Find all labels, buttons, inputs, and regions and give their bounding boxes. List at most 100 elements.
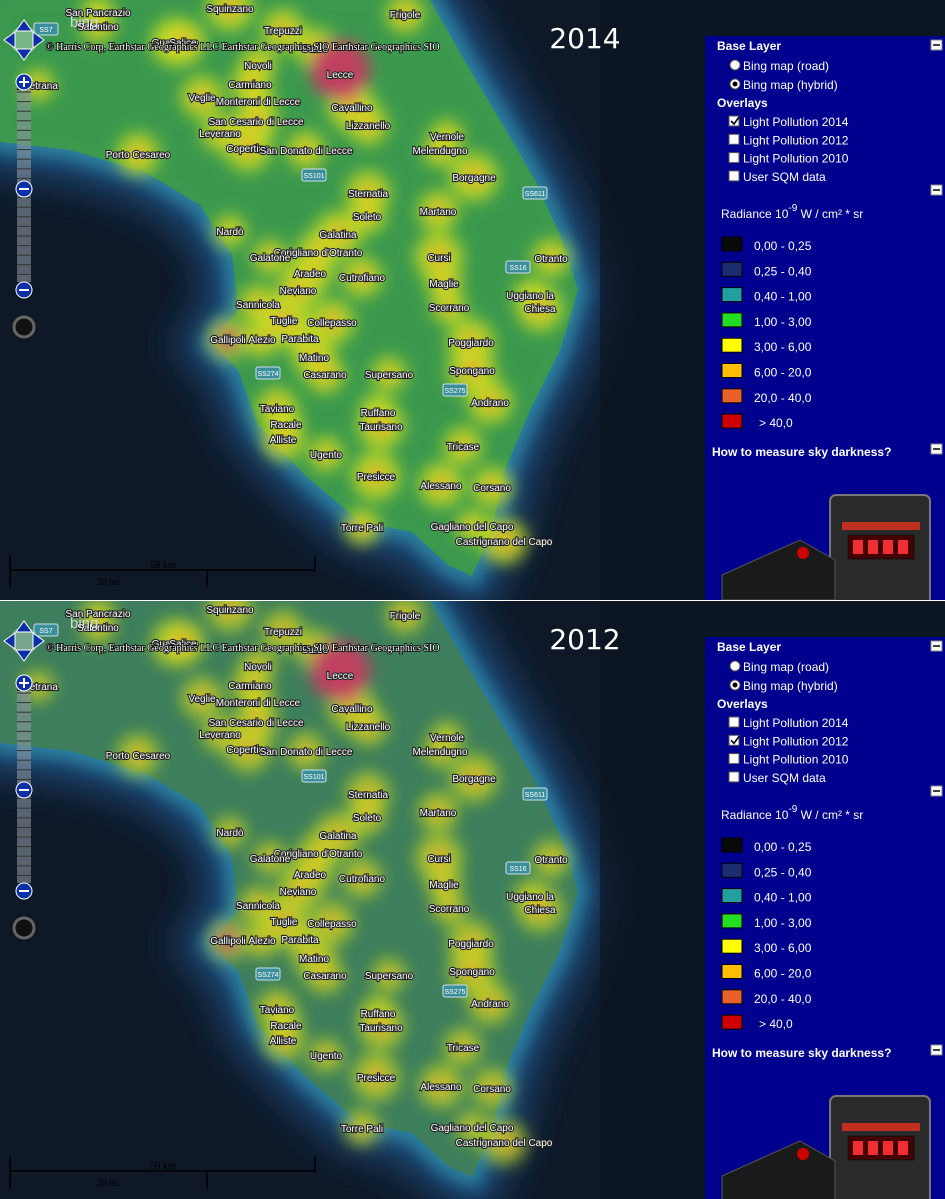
pan-arrow[interactable] (3, 632, 16, 650)
radio-dot[interactable] (732, 682, 738, 688)
bing-logo: bing (70, 14, 98, 31)
glow (274, 1031, 292, 1049)
town-label: Scorrano (429, 303, 470, 314)
legend-swatch (721, 261, 743, 277)
glow (455, 1039, 471, 1055)
town-label: Surbo (302, 44, 329, 55)
pan-arrow[interactable] (15, 19, 33, 32)
legend-label: 0,40 - 1,00 (754, 290, 812, 304)
town-label: Cutrofiano (339, 874, 386, 885)
glow (32, 680, 44, 692)
town-label: Corigliano d'Otranto (274, 849, 363, 860)
attribution: © Harris Corp, Earthstar Geographics LLC… (46, 42, 440, 53)
glow (274, 430, 292, 448)
checkbox[interactable] (728, 771, 740, 783)
overlay-option[interactable]: Light Pollution 2012 (743, 133, 849, 147)
pan-arrow[interactable] (32, 632, 45, 650)
radio-dot[interactable] (732, 81, 738, 87)
checkbox[interactable] (728, 170, 740, 182)
road-label: SS611 (525, 792, 546, 799)
road-shield (505, 861, 531, 875)
pan-control[interactable] (10, 627, 38, 655)
town-label: Cutrofiano (339, 273, 386, 284)
panel-divider (0, 600, 945, 601)
pan-arrow[interactable] (15, 48, 33, 61)
glow (298, 743, 314, 759)
town-label: Soleto (353, 212, 382, 223)
town-label: Gallipoli (210, 335, 246, 346)
help-link[interactable]: How to measure sky darkness? (712, 1046, 891, 1060)
road-shield (505, 260, 531, 274)
pan-arrow[interactable] (15, 620, 33, 633)
glow (273, 309, 295, 331)
town-label: Galatone (250, 854, 291, 865)
town-label: Matino (299, 353, 329, 364)
town-label: Alliste (270, 1036, 297, 1047)
radio[interactable] (729, 59, 741, 71)
town-label: Lizzanello (346, 121, 391, 132)
legend-label: 0,40 - 1,00 (754, 891, 812, 905)
glow (370, 1016, 392, 1038)
zoom-glyph[interactable] (19, 678, 29, 688)
base-layer-option[interactable]: Bing map (road) (743, 660, 829, 674)
town-label: Cavallino (331, 704, 373, 715)
zoom-glyph[interactable] (19, 77, 29, 87)
pan-arrow[interactable] (32, 31, 45, 49)
checkbox[interactable] (728, 133, 740, 145)
town-label: Leverano (199, 129, 241, 140)
road-label: SS7 (39, 27, 52, 34)
base-layer-option[interactable]: Bing map (road) (743, 59, 829, 73)
pan-arrow[interactable] (15, 649, 33, 662)
town-label: Neviano (280, 887, 317, 898)
glow (429, 803, 447, 821)
checkbox[interactable] (728, 716, 740, 728)
overlay-option[interactable]: Light Pollution 2014 (743, 115, 849, 129)
radio[interactable] (729, 660, 741, 672)
attribution: © Harris Corp, Earthstar Geographics LLC… (46, 643, 440, 654)
glow (354, 1120, 370, 1136)
legend-swatch (721, 938, 743, 954)
pan-arrow[interactable] (3, 31, 16, 49)
legend-label: > 40,0 (759, 1017, 793, 1031)
town-label: Sternatia (348, 189, 388, 200)
town-label: Parabita (281, 935, 319, 946)
overlay-option[interactable]: Light Pollution 2014 (743, 716, 849, 730)
checkmark[interactable] (730, 116, 740, 126)
overlay-option[interactable]: Light Pollution 2010 (743, 152, 849, 166)
legend-title-suffix: W / cm² * sr (797, 207, 863, 221)
town-label: Andrano (471, 398, 509, 409)
glow (431, 1076, 451, 1096)
town-label: Nardò (216, 227, 244, 238)
legend-swatch (721, 363, 743, 378)
glow (480, 392, 500, 412)
glow (429, 202, 447, 220)
digit (883, 540, 893, 554)
glow (382, 968, 396, 982)
checkbox[interactable] (728, 753, 740, 765)
base-layer-title: Base Layer (717, 640, 781, 654)
map-panel: 2012 San Pancrazio Squinzano Trepuzzi Frigol… (0, 601, 945, 1199)
overlay-option[interactable]: Light Pollution 2012 (743, 734, 849, 748)
base-layer-option[interactable]: Bing map (hybrid) (743, 679, 838, 693)
glow (370, 415, 392, 437)
locate-button[interactable] (12, 916, 36, 940)
locate-button[interactable] (12, 315, 36, 339)
pan-control[interactable] (10, 26, 38, 54)
digit (898, 540, 908, 554)
overlay-option[interactable]: User SQM data (743, 170, 826, 184)
checkmark[interactable] (730, 735, 740, 745)
overlay-option[interactable]: Light Pollution 2010 (743, 753, 849, 767)
checkbox[interactable] (728, 115, 740, 127)
checkbox[interactable] (728, 152, 740, 164)
base-layer-option[interactable]: Bing map (hybrid) (743, 78, 838, 92)
overlay-option[interactable]: User SQM data (743, 771, 826, 785)
town-label: Uggiano la (506, 892, 554, 903)
help-link[interactable]: How to measure sky darkness? (712, 445, 891, 459)
glow (493, 1131, 515, 1153)
glow (543, 250, 559, 266)
layer-panel: Base Layer Bing map (road) Bing map (hybri… (705, 637, 945, 1199)
legend-label: 1,00 - 3,00 (754, 315, 812, 329)
legend-title-suffix: W / cm² * sr (797, 808, 863, 822)
glow (455, 438, 471, 454)
checkbox[interactable] (728, 734, 740, 746)
